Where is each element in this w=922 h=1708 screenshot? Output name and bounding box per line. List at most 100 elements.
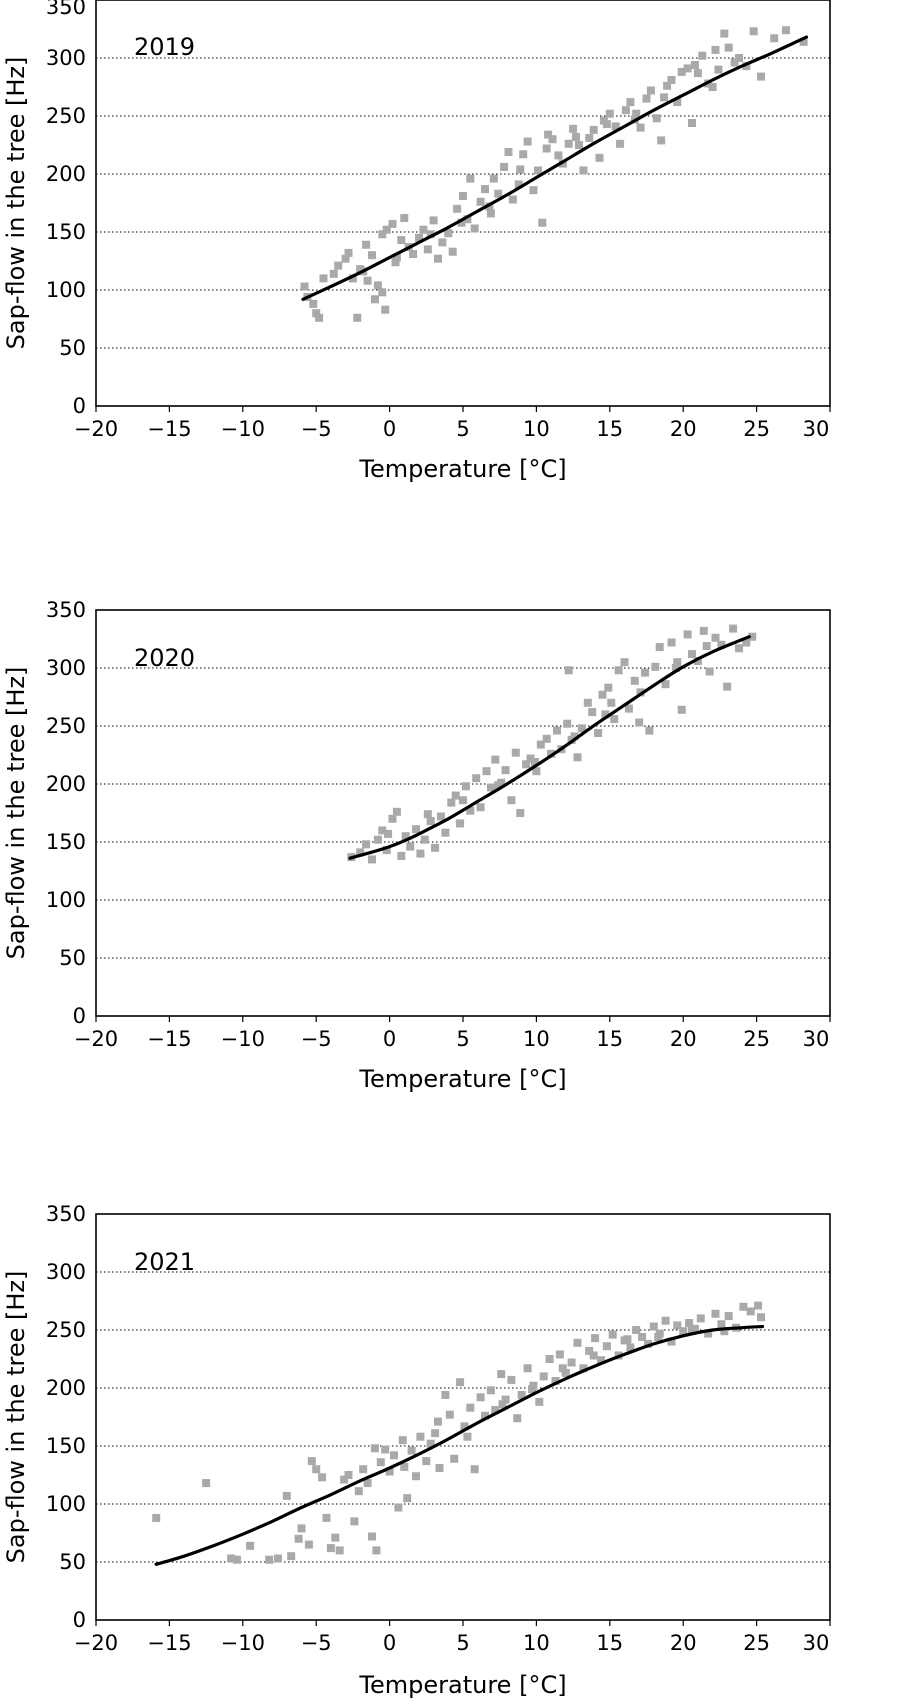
x-tick-label: 30 xyxy=(803,417,830,441)
scatter-point xyxy=(585,134,594,142)
scatter-point xyxy=(397,236,406,245)
scatter-point xyxy=(514,180,523,189)
scatter-point xyxy=(610,715,619,723)
panel-2019: −20 −15 −10 −5 0 5 10 15 20 25 30 0 50 1… xyxy=(2,0,831,483)
y-tick-label: 150 xyxy=(46,830,86,854)
scatter-point xyxy=(373,835,382,844)
y-axis-label: Sap-flow in the tree [Hz] xyxy=(2,1271,30,1564)
scatter-point xyxy=(553,726,561,735)
scatter-point xyxy=(445,1410,454,1419)
scatter-point xyxy=(476,197,485,206)
fit-curve xyxy=(301,35,809,301)
scatter-point xyxy=(632,1326,641,1334)
scatter-point xyxy=(363,1479,372,1488)
scatter-point xyxy=(516,809,525,817)
y-tick-label: 50 xyxy=(59,336,86,360)
scatter-point xyxy=(494,189,503,198)
x-tick-label: −15 xyxy=(147,1027,191,1051)
scatter-point xyxy=(381,1445,390,1454)
scatter-point xyxy=(426,1439,435,1448)
panel-2021: −20 −15 −10 −5 0 5 10 15 20 25 30 0 50 1… xyxy=(2,1202,831,1699)
scatter-point xyxy=(630,676,639,685)
scatter-point xyxy=(359,1465,368,1474)
y-tick-labels: 0 50 100 150 200 250 300 350 xyxy=(46,1202,86,1632)
scatter-point xyxy=(434,1417,442,1426)
scatter-point xyxy=(723,682,732,691)
x-tick-label: 30 xyxy=(803,1631,830,1655)
scatter-point xyxy=(368,855,376,864)
x-tick-label: −5 xyxy=(301,417,332,441)
scatter-point xyxy=(470,224,479,233)
scatter-point xyxy=(431,843,440,852)
scatter-point xyxy=(459,192,467,200)
scatter-point xyxy=(644,1339,652,1348)
scatter-point xyxy=(354,1487,363,1496)
x-tick-label: 15 xyxy=(596,1027,623,1051)
scatter-point xyxy=(434,254,442,263)
scatter-point xyxy=(547,749,556,758)
scatter-point xyxy=(407,1446,416,1455)
x-ticks xyxy=(95,1016,831,1022)
scatter-point xyxy=(341,254,350,263)
scatter-point xyxy=(591,1334,600,1343)
scatter-point xyxy=(683,64,692,73)
scatter-point xyxy=(340,1475,349,1484)
scatter-point xyxy=(476,1393,485,1402)
scatter-point xyxy=(567,1358,576,1367)
scatter-point xyxy=(482,767,491,776)
x-tick-label: 25 xyxy=(743,1027,770,1051)
scatter-point xyxy=(294,1534,303,1543)
x-tick-label: 15 xyxy=(596,1631,623,1655)
y-tick-label: 300 xyxy=(46,1260,86,1284)
x-tick-label: 0 xyxy=(383,417,396,441)
scatter-point xyxy=(724,43,733,52)
scatter-point xyxy=(595,153,604,162)
panel-year-label: 2019 xyxy=(134,33,195,61)
scatter-point xyxy=(304,1540,313,1549)
scatter-point xyxy=(412,1472,420,1481)
y-tick-label: 250 xyxy=(46,1318,86,1342)
scatter-point xyxy=(403,1494,412,1503)
scatter-point xyxy=(392,253,401,262)
scatter-point xyxy=(384,829,393,838)
scatter-point xyxy=(390,1451,398,1460)
scatter-point xyxy=(646,86,655,95)
scatter-point xyxy=(563,719,572,728)
y-axis-label: Sap-flow in the tree [Hz] xyxy=(2,667,30,960)
scatter-point xyxy=(227,1554,236,1563)
scatter-point xyxy=(318,1473,327,1482)
scatter-point xyxy=(385,1467,394,1476)
scatter-point xyxy=(623,1335,632,1344)
scatter-point xyxy=(400,1462,409,1471)
scatter-point xyxy=(370,1444,379,1453)
scatter-point xyxy=(693,69,702,78)
scatter-point xyxy=(312,1465,321,1474)
scatter-point xyxy=(322,1513,331,1522)
fit-curve xyxy=(154,1324,765,1566)
scatter-point xyxy=(202,1479,211,1488)
y-tick-label: 50 xyxy=(59,946,86,970)
scatter-point xyxy=(652,114,661,123)
scatter-point xyxy=(456,1378,465,1387)
scatter-point xyxy=(749,27,758,36)
x-axis-label: Temperature [°C] xyxy=(358,455,566,483)
scatter-point xyxy=(588,708,597,717)
scatter-point xyxy=(677,67,686,76)
x-tick-label: 0 xyxy=(383,1631,396,1655)
scatter-point xyxy=(746,1307,755,1316)
scatter-point xyxy=(326,1544,335,1553)
x-tick-label: 5 xyxy=(456,417,469,441)
scatter-point xyxy=(545,1355,554,1363)
plot-frame xyxy=(95,1213,831,1621)
scatter-point xyxy=(720,1327,729,1336)
scatter-point xyxy=(329,269,338,278)
scatter-point xyxy=(409,250,418,258)
scatter-point xyxy=(315,313,324,322)
y-tick-label: 150 xyxy=(46,1434,86,1458)
scatter-point xyxy=(507,796,516,805)
scatter-point xyxy=(376,1458,385,1467)
scatter-point xyxy=(673,98,682,107)
scatter-point xyxy=(621,106,630,115)
scatter-point xyxy=(416,849,425,858)
